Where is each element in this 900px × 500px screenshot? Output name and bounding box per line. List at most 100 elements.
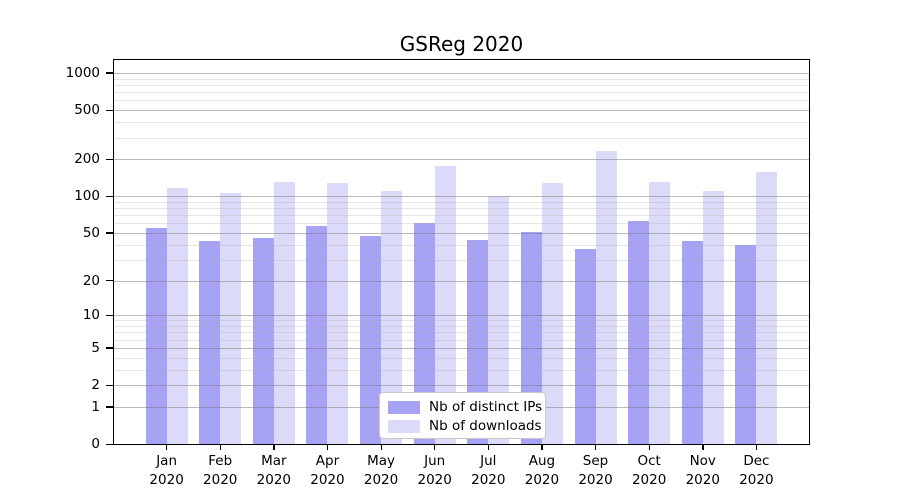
y-tick-5 (106, 347, 113, 349)
gridline-minor-400 (113, 122, 810, 124)
x-tick-aug (541, 445, 543, 450)
x-label-year: 2020 (203, 472, 238, 488)
x-tick-label-may: May 2020 (341, 452, 421, 490)
gridline-minor-4 (113, 357, 810, 359)
y-tick-200 (106, 158, 113, 160)
x-label-year: 2020 (310, 472, 345, 488)
x-tick-feb (219, 445, 222, 450)
gridline-minor-6 (113, 339, 810, 341)
gridline-minor-9 (113, 320, 810, 322)
bar-distinct-ips-nov (681, 240, 703, 445)
x-label-month: Sep (582, 453, 609, 469)
x-tick-label-dec: Dec 2020 (716, 452, 796, 490)
y-tick-label-1: 1 (91, 398, 100, 415)
x-label-year: 2020 (524, 472, 560, 488)
x-label-month: Jun (424, 453, 446, 469)
x-tick-sep (595, 445, 597, 450)
bar-distinct-ips-dec (735, 244, 757, 445)
x-tick-nov (702, 445, 704, 450)
legend-swatch-distinct-ips (388, 401, 420, 414)
x-label-month: Aug (528, 453, 556, 469)
bar-downloads-jan (166, 187, 188, 445)
bar-downloads-oct (649, 181, 671, 445)
bar-distinct-ips-mar (252, 238, 274, 445)
y-tick-50 (106, 232, 113, 234)
bar-downloads-jul (488, 196, 510, 445)
x-tick-label-jan: Jan 2020 (127, 452, 207, 490)
gridline-minor-900 (113, 78, 810, 80)
y-tick-10 (106, 314, 113, 317)
bar-downloads-feb (220, 192, 242, 445)
gridline-minor-3 (113, 369, 810, 371)
gridline-minor-300 (113, 137, 810, 139)
x-label-month: Apr (315, 453, 340, 469)
y-tick-label-1000: 1000 (65, 64, 100, 81)
gridline-major-500 (113, 110, 810, 112)
legend-label-downloads: Nb of downloads (429, 418, 542, 434)
bar-distinct-ips-sep (574, 248, 596, 445)
bar-distinct-ips-aug (520, 231, 542, 445)
gridline-minor-60 (113, 223, 810, 225)
bar-downloads-apr (327, 183, 349, 445)
y-tick-label-50: 50 (82, 224, 100, 241)
bar-distinct-ips-oct (628, 220, 650, 445)
y-tick-label-100: 100 (74, 188, 100, 205)
x-label-year: 2020 (256, 472, 292, 488)
bar-downloads-jun (434, 165, 456, 445)
x-tick-label-jun: Jun 2020 (395, 452, 475, 490)
x-tick-label-oct: Oct 2020 (609, 452, 689, 490)
gridline-minor-8 (113, 326, 810, 327)
gridline-major-20 (113, 280, 810, 282)
x-label-month: Jul (480, 453, 497, 469)
x-label-year: 2020 (471, 472, 506, 488)
y-tick-label-0: 0 (91, 436, 100, 452)
x-tick-jul (487, 445, 490, 450)
legend-item-distinct-ips: Nb of distinct IPs (388, 398, 542, 417)
x-tick-label-apr: Apr 2020 (287, 452, 367, 490)
gridline-major-2 (113, 385, 810, 386)
chart-title: GSReg 2020 (399, 32, 524, 56)
bar-distinct-ips-jan (145, 227, 167, 445)
gridline-minor-700 (113, 92, 810, 94)
gridline-minor-70 (113, 215, 810, 217)
x-label-year: 2020 (363, 472, 399, 488)
gridline-major-50 (113, 232, 810, 234)
plot-border (113, 59, 810, 445)
legend-label-distinct-ips: Nb of distinct IPs (429, 399, 543, 415)
gridline-minor-800 (113, 84, 810, 86)
bar-distinct-ips-feb (199, 240, 221, 445)
x-tick-label-sep: Sep 2020 (556, 452, 636, 490)
x-tick-jun (434, 445, 436, 450)
x-label-year: 2020 (631, 472, 667, 488)
gridline-major-1000 (113, 72, 810, 74)
y-tick-20 (106, 280, 113, 282)
y-tick-1000 (106, 72, 113, 74)
y-tick-500 (106, 109, 113, 111)
x-label-year: 2020 (739, 472, 774, 488)
gridline-major-200 (113, 159, 810, 161)
x-tick-label-aug: Aug 2020 (502, 452, 582, 490)
y-tick-label-5: 5 (91, 339, 100, 356)
y-tick-label-200: 200 (74, 151, 100, 168)
x-label-year: 2020 (149, 472, 184, 488)
x-label-month: Nov (689, 453, 716, 469)
x-tick-label-nov: Nov 2020 (663, 452, 743, 490)
gridline-minor-80 (113, 208, 810, 210)
y-tick-100 (106, 195, 113, 197)
gridline-major-5 (113, 347, 810, 349)
gridline-minor-40 (113, 244, 810, 246)
x-label-year: 2020 (578, 472, 613, 488)
bar-downloads-dec (756, 172, 778, 445)
bar-downloads-nov (702, 190, 724, 445)
x-label-month: Jan (156, 453, 178, 469)
plot-area (113, 59, 810, 445)
y-tick-0 (106, 443, 113, 445)
legend-item-downloads: Nb of downloads (388, 417, 542, 436)
y-tick-label-20: 20 (82, 272, 100, 289)
bar-distinct-ips-jun (413, 223, 435, 445)
bar-distinct-ips-may (360, 236, 382, 445)
x-label-month: Feb (208, 453, 233, 469)
y-tick-1 (106, 406, 113, 408)
gridline-major-100 (113, 196, 810, 198)
